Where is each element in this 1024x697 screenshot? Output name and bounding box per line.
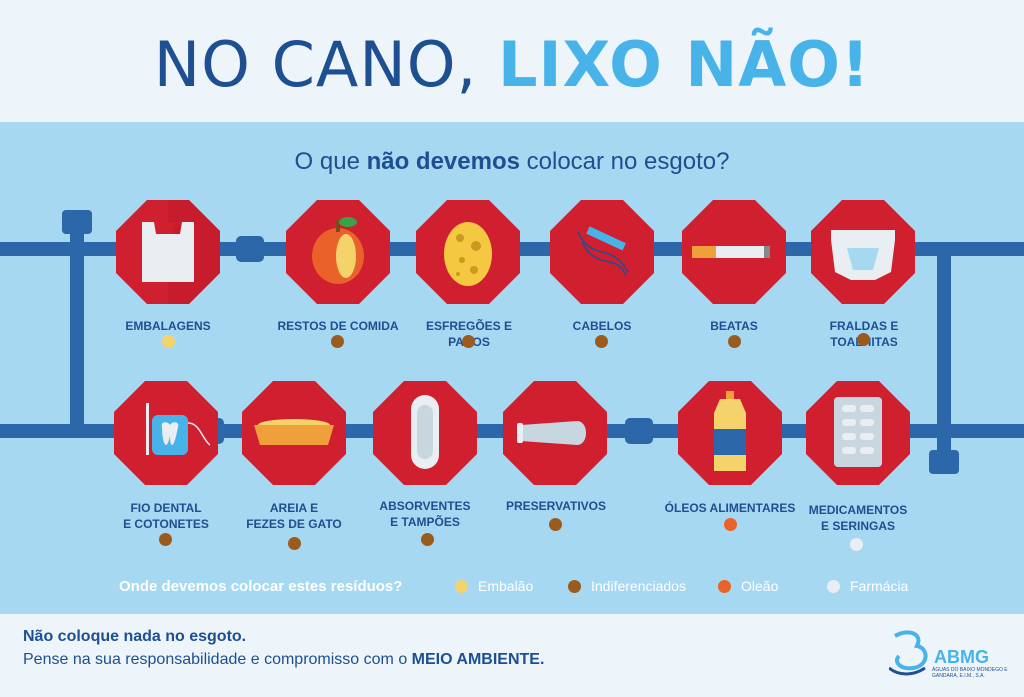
condom-icon [517,421,586,445]
label-fio-dental: FIO DENTAL E COTONETES [106,500,226,532]
label-medicamentos-line2: E SERINGAS [820,519,895,533]
legend-label-embalao: Embalão [478,578,534,594]
stop-sign-areia [242,381,346,485]
label-fio-dental-line1: FIO DENTAL [130,501,202,515]
legend-dot-oleao [718,579,731,593]
stop-sign-cabelos [550,200,654,304]
label-absorventes-line2: E TAMPÕES [390,515,460,529]
stop-sign-fraldas [811,200,915,304]
label-embalagens: EMBALAGENS [125,319,211,333]
legend-dot-indiferenciados [568,579,581,593]
label-absorventes: ABSORVENTES E TAMPÕES [365,498,485,530]
legend-oleao: Oleão [718,578,778,594]
legend-dot-embalao [455,579,468,593]
diaper-icon [831,230,895,280]
dental-floss-icon [146,403,211,455]
sponge-icon [444,222,492,286]
legend-label-indiferenciados: Indiferenciados [591,578,686,594]
stop-sign-restos-de-comida [286,200,390,304]
stop-sign-oleos [678,381,782,485]
bin-dot-esfregoes [462,335,475,348]
pill-blister-icon [834,397,882,467]
bin-dot-restos-de-comida [331,335,344,348]
bin-dot-fio-dental [159,533,172,546]
label-oleos: ÓLEOS ALIMENTARES [664,501,796,515]
stop-sign-medicamentos [806,381,910,485]
stop-sign-esfregoes [416,200,520,304]
litter-tray-icon [254,419,334,445]
bin-dot-preservativos [549,518,562,531]
footer [0,614,1024,697]
apple-core-icon [312,217,364,284]
bin-dot-embalagens [162,335,175,348]
page-title: NO CANO, LIXO NÃO! [153,28,871,101]
label-absorventes-line1: ABSORVENTES [379,499,471,513]
subtitle: O que não devemos colocar no esgoto? [294,148,730,175]
legend-indiferenciados: Indiferenciados [568,578,686,594]
legend-label-farmacia: Farmácia [850,578,909,594]
bin-dot-absorventes [421,533,434,546]
stop-sign-beatas [682,200,786,304]
footer-line1: Não coloque nada no esgoto. [23,628,247,645]
bin-dot-areia [288,537,301,550]
legend-question: Onde devemos colocar estes resíduos? [119,578,403,595]
logo-tagline: ÁGUAS DO BAIXO MONDEGO E GANDARA, E.I.M.… [932,667,1008,679]
stop-sign-absorventes [373,381,477,485]
header [0,0,1024,122]
cigarette-icon [692,246,770,258]
label-beatas: BEATAS [710,319,758,333]
label-medicamentos: MEDICAMENTOS E SERINGAS [798,502,918,534]
bin-dot-cabelos [595,335,608,348]
comb-icon [577,226,629,277]
legend-farmacia: Farmácia [827,578,908,594]
bin-dot-medicamentos [850,538,863,551]
stop-sign-fio-dental [114,381,218,485]
abmg-logo-icon [889,630,928,676]
label-areia-line1: AREIA E [269,501,319,515]
legend-embalao: Embalão [455,578,533,594]
logo-name: ABMG [934,647,989,667]
oil-bottle-icon [714,391,746,471]
stop-sign-embalagens [116,200,220,304]
label-preservativos: PRESERVATIVOS [505,499,607,513]
label-cabelos: CABELOS [572,319,632,333]
label-areia-line2: FEZES DE GATO [246,517,342,531]
label-restos-de-comida: RESTOS DE COMIDA [277,319,399,333]
legend-label-oleao: Oleão [741,578,779,594]
label-areia: AREIA E FEZES DE GATO [234,500,354,532]
legend-dot-farmacia [827,579,840,593]
bin-dot-beatas [728,335,741,348]
bin-dot-oleos [724,518,737,531]
footer-line2: Pense na sua responsabilidade e compromi… [23,651,545,668]
stop-sign-preservativos [503,381,607,485]
plastic-bag-icon [142,222,194,282]
label-medicamentos-line1: MEDICAMENTOS [808,503,908,517]
bin-dot-fraldas [857,333,870,346]
sanitary-pad-icon [411,395,439,469]
label-fio-dental-line2: E COTONETES [123,517,209,531]
